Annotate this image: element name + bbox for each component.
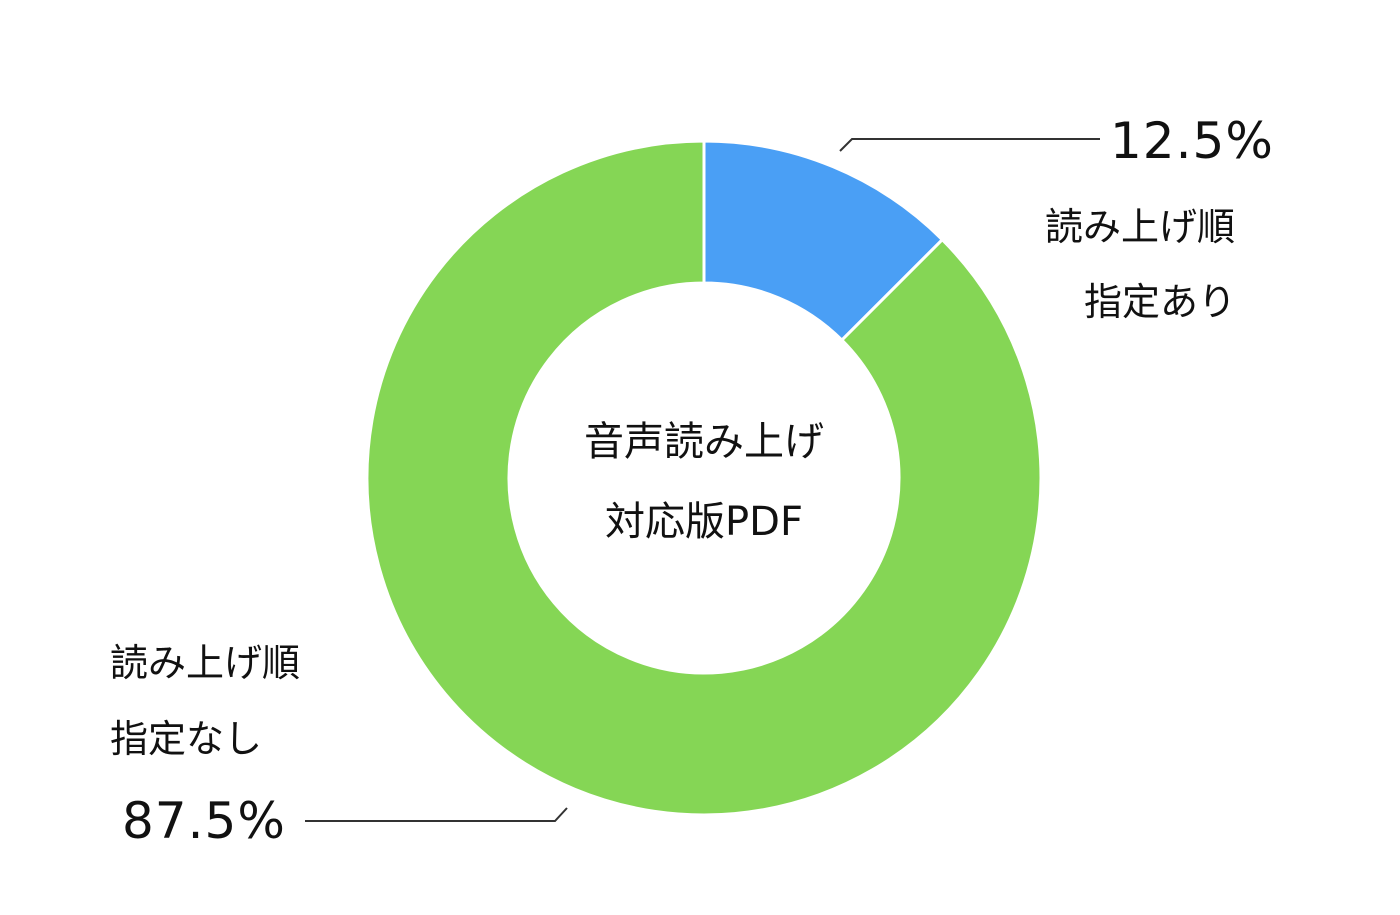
- category-label-slice-1-line-1: 読み上げ順: [110, 641, 300, 685]
- value-label-slice-1: 87.5%: [122, 792, 286, 850]
- slices-group: [365, 139, 1043, 817]
- leader-line-slice-1: [305, 807, 568, 822]
- donut-slice-1: [365, 139, 1043, 817]
- value-label-slice-0: 12.5%: [1110, 112, 1274, 170]
- center-label-line-1: 音声読み上げ: [584, 419, 824, 465]
- category-label-slice-0-line-1: 読み上げ順: [1045, 205, 1235, 249]
- center-label-line-2: 対応版PDF: [605, 499, 803, 545]
- category-label-slice-0-line-2: 指定あり: [1084, 280, 1236, 324]
- category-label-slice-1-line-2: 指定なし: [110, 717, 262, 761]
- leader-line-slice-0: [839, 138, 1100, 152]
